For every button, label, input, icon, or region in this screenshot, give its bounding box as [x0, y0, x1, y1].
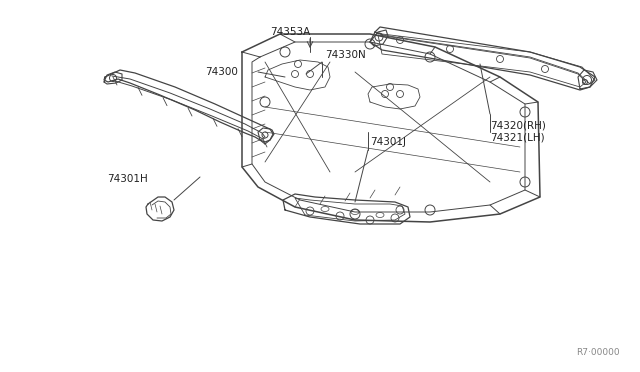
- Text: 74300: 74300: [205, 67, 238, 77]
- Text: R7·00000: R7·00000: [577, 348, 620, 357]
- Text: 74321(LH): 74321(LH): [490, 132, 545, 142]
- Text: 74353A: 74353A: [270, 27, 310, 37]
- Text: 74301H: 74301H: [107, 174, 148, 184]
- Text: 74320(RH): 74320(RH): [490, 120, 546, 130]
- Text: 74330N: 74330N: [325, 50, 365, 60]
- Text: 74301J: 74301J: [370, 137, 406, 147]
